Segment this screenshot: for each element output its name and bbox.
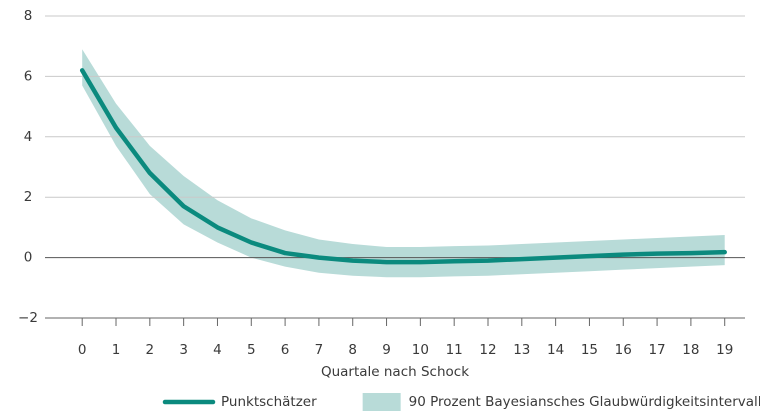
x-tick-label: 7 — [315, 342, 324, 358]
x-tick-label: 0 — [78, 342, 87, 358]
x-tick-label: 17 — [648, 342, 665, 358]
confidence-band — [82, 49, 725, 278]
legend-label: Punktschätzer — [221, 394, 317, 410]
x-tick-label: 12 — [479, 342, 496, 358]
line-series — [79, 68, 727, 265]
y-tick-label: 4 — [24, 129, 33, 145]
x-tick-label: 14 — [547, 342, 564, 358]
x-tick-label: 10 — [412, 342, 429, 358]
x-tick-label: 8 — [348, 342, 357, 358]
x-tick-label: 9 — [382, 342, 391, 358]
x-tick-label: 16 — [615, 342, 632, 358]
x-tick-label: 15 — [581, 342, 598, 358]
x-tick-label: 13 — [513, 342, 530, 358]
y-tick-label: 6 — [24, 68, 33, 84]
x-tick-label: 5 — [247, 342, 256, 358]
x-tick-label: 2 — [146, 342, 155, 358]
y-tick-label: 8 — [24, 8, 33, 24]
x-tick-label: 1 — [112, 342, 121, 358]
x-tick-label: 19 — [716, 342, 733, 358]
x-tick-label: 3 — [179, 342, 188, 358]
legend-label: 90 Prozent Bayesiansches Glaubwürdigkeit… — [409, 394, 760, 410]
x-tick-label: 4 — [213, 342, 222, 358]
x-tick-label: 11 — [446, 342, 463, 358]
x-axis-label: Quartale nach Schock — [321, 364, 469, 380]
legend-swatch — [362, 393, 401, 411]
y-tick-label: −2 — [18, 310, 38, 326]
y-tick-label: 2 — [24, 189, 33, 205]
y-tick-label: 0 — [24, 250, 33, 266]
x-tick-label: 18 — [682, 342, 699, 358]
x-tick-label: 6 — [281, 342, 290, 358]
